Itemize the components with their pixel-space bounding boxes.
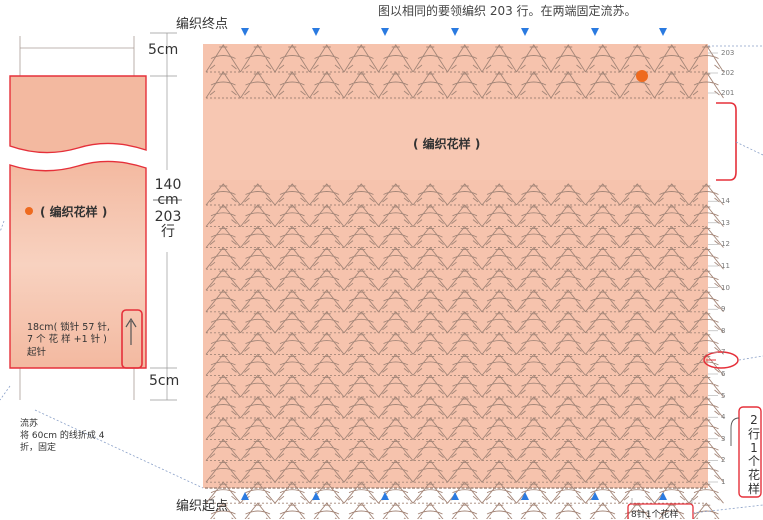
stitch-row (205, 396, 724, 419)
pattern-label-chart: ( 编织花样 ) (413, 137, 481, 151)
row-8-highlight (703, 351, 739, 369)
stitch-row (205, 183, 724, 206)
fringe-line-2: 将 60cm 的线折成 4 (20, 431, 105, 442)
repeat-note: 2 行 1 个 花 样 (747, 413, 761, 497)
bottom-marker-icon (241, 492, 249, 500)
stitch-row (205, 353, 724, 376)
width-line-2: 7 个 花 样 +1 针 ) (27, 334, 107, 346)
stitch-row (205, 71, 724, 99)
top-marker-icon (451, 28, 459, 36)
row-number: 11 (721, 262, 730, 270)
schematic-lower-section (9, 160, 147, 369)
top-marker-icon (312, 28, 320, 36)
bottom-length-label: 5cm (149, 373, 180, 389)
stitch-row (205, 332, 724, 355)
row-number: 10 (721, 283, 730, 292)
row-number: 14 (721, 197, 730, 206)
fringe-line-1: 流苏 (20, 419, 39, 429)
start-point-label: 编织起点 (176, 499, 229, 514)
fringe-note: 流苏 将 60cm 的线折成 4 折，固定 (20, 418, 104, 454)
instruction-note: 图以相同的要领编织 203 行。在两端固定流苏。 (378, 4, 637, 18)
row-number: 12 (721, 240, 730, 249)
stitch-multiple-note: 8针1个花样 (631, 510, 679, 520)
row-number: 7 (721, 348, 726, 357)
row-number: 201 (721, 89, 735, 97)
bottom-marker-icon (381, 492, 389, 500)
stitch-row (205, 438, 724, 461)
bottom-fringe (19, 368, 135, 400)
total-cm-unit: cm (157, 191, 179, 208)
row-number: 13 (721, 218, 730, 227)
bottom-marker-icon (521, 492, 529, 500)
row-number: 1 (721, 478, 726, 486)
dimension-lines (150, 32, 177, 401)
scarf-schematic (0, 36, 147, 401)
pattern-label-schematic: ( 编织花样 ) (40, 205, 108, 219)
top-marker-icon (659, 28, 667, 36)
crochet-chart (203, 44, 724, 519)
row-number: 202 (721, 69, 735, 77)
total-rows-unit: 行 (161, 224, 175, 241)
top-fringe (19, 36, 135, 76)
schematic-upper-section (9, 75, 147, 154)
stitch-row (205, 204, 724, 227)
top-marker-icon (521, 28, 529, 36)
start-row-highlight (121, 309, 143, 369)
row-number: 5 (721, 391, 726, 400)
marker-dot-left (25, 207, 33, 215)
top-marker-icon (381, 28, 389, 36)
top-marker-icon (241, 28, 249, 36)
stitch-row (205, 268, 724, 291)
repeat-char: 行 (747, 426, 760, 441)
row-number: 203 (721, 49, 735, 57)
stitch-row (205, 417, 724, 440)
row-leader-lines (708, 52, 718, 483)
top-marker-icon (591, 28, 599, 36)
stitch-row (205, 459, 724, 483)
width-line-3: 起针 (27, 346, 47, 358)
repeat-char: 2 (750, 413, 758, 427)
top-length-label: 5cm (148, 42, 179, 58)
bottom-marker-icon (312, 492, 320, 500)
row-number: 9 (721, 305, 726, 314)
stitch-symbols (205, 44, 724, 519)
chart-gap (203, 100, 708, 180)
width-note: 18cm( 锁针 57 针, 7 个 花 样 +1 针 ) 起针 (27, 322, 110, 359)
finish-point-label: 编织终点 (176, 17, 229, 32)
row-number: 8 (721, 326, 726, 335)
right-callouts (34, 45, 763, 519)
stitch-row (205, 289, 724, 313)
direction-arrow-icon (125, 317, 137, 345)
repeat-highlight (738, 406, 762, 498)
total-rows: 203 (154, 209, 182, 226)
row-number: 6 (721, 370, 726, 378)
repeat-char: 样 (747, 481, 760, 496)
row-number: 3 (721, 434, 726, 443)
repeat-char: 花 (747, 468, 760, 483)
bottom-marker-icon (451, 492, 459, 500)
stitch-row (205, 374, 724, 398)
stitch-row (205, 311, 724, 334)
repeat-char: 个 (747, 454, 760, 469)
omitted-rows-bracket (716, 102, 737, 181)
row-number: 2 (721, 456, 726, 465)
fringe-line-3: 折，固定 (20, 443, 57, 454)
bottom-marker-icon (591, 492, 599, 500)
stitch-row (205, 246, 724, 270)
bottom-marker-icon (659, 492, 667, 500)
total-cm: 140 (154, 177, 182, 193)
repeat-char: 1 (750, 440, 758, 455)
stitch-row (210, 502, 720, 519)
blue-markers (241, 28, 667, 500)
stitch-row (205, 225, 724, 248)
stitch-row (205, 44, 724, 73)
width-line-1: 18cm( 锁针 57 针, (27, 322, 110, 333)
marker-dot-main (636, 70, 648, 82)
row-number: 4 (721, 413, 726, 422)
total-length-label: 140 cm 203 行 (148, 178, 188, 240)
